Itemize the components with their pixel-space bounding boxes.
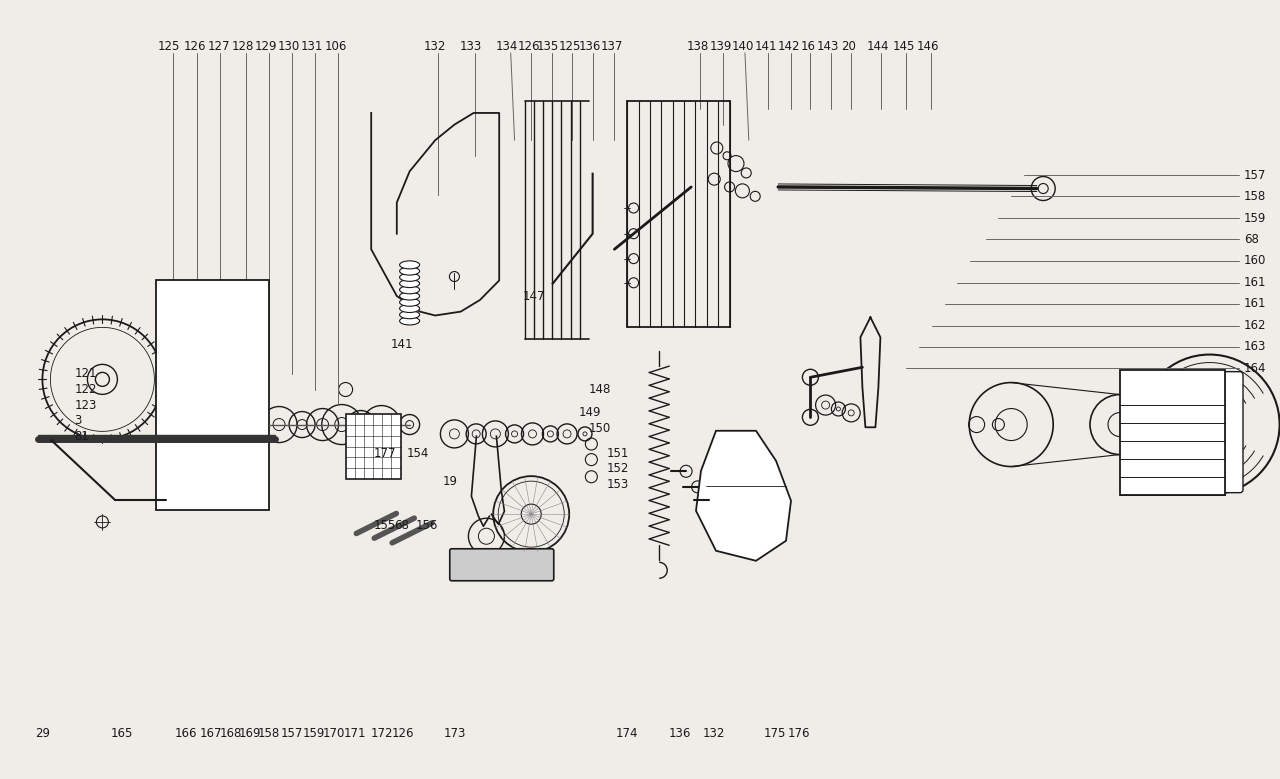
Text: 161: 161 — [1244, 298, 1267, 310]
Text: 169: 169 — [238, 728, 261, 740]
Text: 144: 144 — [867, 41, 890, 53]
Text: 157: 157 — [1244, 169, 1266, 182]
Text: 175: 175 — [763, 728, 786, 740]
Text: 167: 167 — [200, 728, 223, 740]
Text: 127: 127 — [207, 41, 230, 53]
Text: 142: 142 — [777, 41, 800, 53]
Text: 153: 153 — [607, 478, 628, 491]
Text: 149: 149 — [579, 407, 602, 419]
Text: 147: 147 — [522, 290, 545, 302]
Text: 141: 141 — [754, 41, 777, 53]
Text: 68: 68 — [394, 520, 410, 532]
Text: 172: 172 — [370, 728, 393, 740]
Text: 145: 145 — [892, 41, 915, 53]
Text: 139: 139 — [709, 41, 732, 53]
Text: 176: 176 — [787, 728, 810, 740]
Text: 157: 157 — [280, 728, 303, 740]
Ellipse shape — [399, 317, 420, 325]
Text: 165: 165 — [110, 728, 133, 740]
Text: 125: 125 — [157, 41, 180, 53]
Text: 156: 156 — [416, 520, 438, 532]
Polygon shape — [696, 431, 791, 561]
Bar — [211, 405, 237, 413]
Text: 166: 166 — [174, 728, 197, 740]
Text: 141: 141 — [390, 338, 413, 351]
Text: 126: 126 — [183, 41, 206, 53]
Text: 126: 126 — [392, 728, 415, 740]
Text: 130: 130 — [278, 41, 301, 53]
Ellipse shape — [399, 305, 420, 312]
Text: 123: 123 — [74, 399, 96, 411]
Text: 68: 68 — [1244, 233, 1260, 245]
Text: 131: 131 — [301, 41, 324, 53]
Ellipse shape — [399, 273, 420, 281]
Bar — [346, 414, 401, 479]
Text: 129: 129 — [255, 41, 278, 53]
Text: 148: 148 — [589, 383, 611, 396]
Ellipse shape — [399, 311, 420, 319]
Text: 151: 151 — [607, 447, 628, 460]
Text: 136: 136 — [579, 41, 602, 53]
Text: 164: 164 — [1244, 362, 1267, 375]
Text: 135: 135 — [536, 41, 559, 53]
Text: 16: 16 — [800, 41, 815, 53]
Text: 150: 150 — [589, 422, 611, 435]
Ellipse shape — [399, 261, 420, 269]
Text: 20: 20 — [841, 41, 856, 53]
Text: 171: 171 — [343, 728, 366, 740]
Text: 140: 140 — [731, 41, 754, 53]
Text: 158: 158 — [257, 728, 280, 740]
Bar — [156, 280, 269, 510]
FancyBboxPatch shape — [1217, 372, 1243, 492]
Text: 168: 168 — [219, 728, 242, 740]
Text: 143: 143 — [817, 41, 840, 53]
Text: 125: 125 — [558, 41, 581, 53]
Text: 159: 159 — [1244, 212, 1266, 224]
Text: 152: 152 — [607, 463, 628, 475]
Text: 136: 136 — [668, 728, 691, 740]
Text: 106: 106 — [324, 41, 347, 53]
Text: 19: 19 — [443, 475, 458, 488]
Bar — [1120, 370, 1225, 495]
Ellipse shape — [399, 267, 420, 275]
Text: 134: 134 — [495, 41, 518, 53]
Ellipse shape — [399, 280, 420, 287]
Ellipse shape — [399, 286, 420, 294]
Text: 122: 122 — [74, 383, 97, 396]
Text: 174: 174 — [616, 728, 639, 740]
Text: 121: 121 — [74, 368, 97, 380]
Text: 146: 146 — [916, 41, 940, 53]
Text: 29: 29 — [35, 728, 50, 740]
Text: 163: 163 — [1244, 340, 1266, 353]
Text: 132: 132 — [703, 728, 726, 740]
Text: 128: 128 — [232, 41, 255, 53]
Text: 155: 155 — [374, 520, 396, 532]
Text: 81: 81 — [74, 430, 90, 442]
FancyBboxPatch shape — [449, 548, 554, 581]
Ellipse shape — [399, 292, 420, 300]
Text: 133: 133 — [460, 41, 483, 53]
Text: 154: 154 — [407, 447, 429, 460]
Text: 158: 158 — [1244, 190, 1266, 203]
Bar — [179, 386, 197, 407]
Text: 3: 3 — [74, 414, 82, 427]
Text: 161: 161 — [1244, 277, 1267, 289]
Text: 170: 170 — [323, 728, 346, 740]
Text: 132: 132 — [424, 41, 447, 53]
Text: 159: 159 — [302, 728, 325, 740]
Text: 137: 137 — [600, 41, 623, 53]
Text: 138: 138 — [686, 41, 709, 53]
Text: 126: 126 — [517, 41, 540, 53]
Text: 173: 173 — [443, 728, 466, 740]
Text: 177: 177 — [374, 447, 397, 460]
Ellipse shape — [399, 298, 420, 306]
Text: 162: 162 — [1244, 319, 1267, 332]
Text: 160: 160 — [1244, 255, 1266, 267]
